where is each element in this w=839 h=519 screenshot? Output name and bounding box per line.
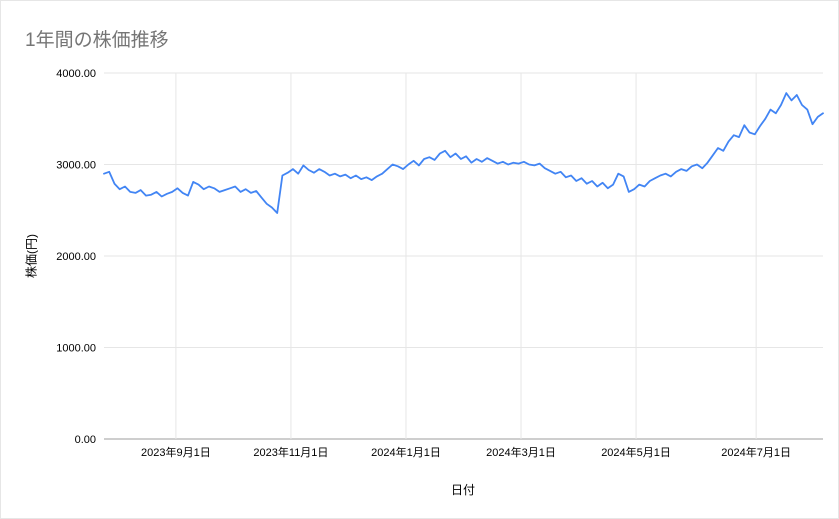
x-tick-label: 2024年3月1日 [486,445,556,459]
y-tick-label: 0.00 [75,434,96,446]
x-tick-label: 2024年5月1日 [601,445,671,459]
y-tick-label: 3000.00 [56,160,96,172]
chart-title: 1年間の株価推移 [25,30,169,51]
y-tick-label: 2000.00 [56,251,96,263]
x-tick-label: 2023年9月1日 [141,445,211,459]
x-tick-label: 2024年1月1日 [371,445,441,459]
x-axis-title: 日付 [450,483,476,497]
y-tick-label: 1000.00 [56,343,96,355]
x-tick-label: 2023年11月1日 [253,445,328,459]
stock-price-line-series [103,92,824,214]
x-tick-label: 2024年7月1日 [721,445,791,459]
y-tick-label: 4000.00 [56,68,96,80]
